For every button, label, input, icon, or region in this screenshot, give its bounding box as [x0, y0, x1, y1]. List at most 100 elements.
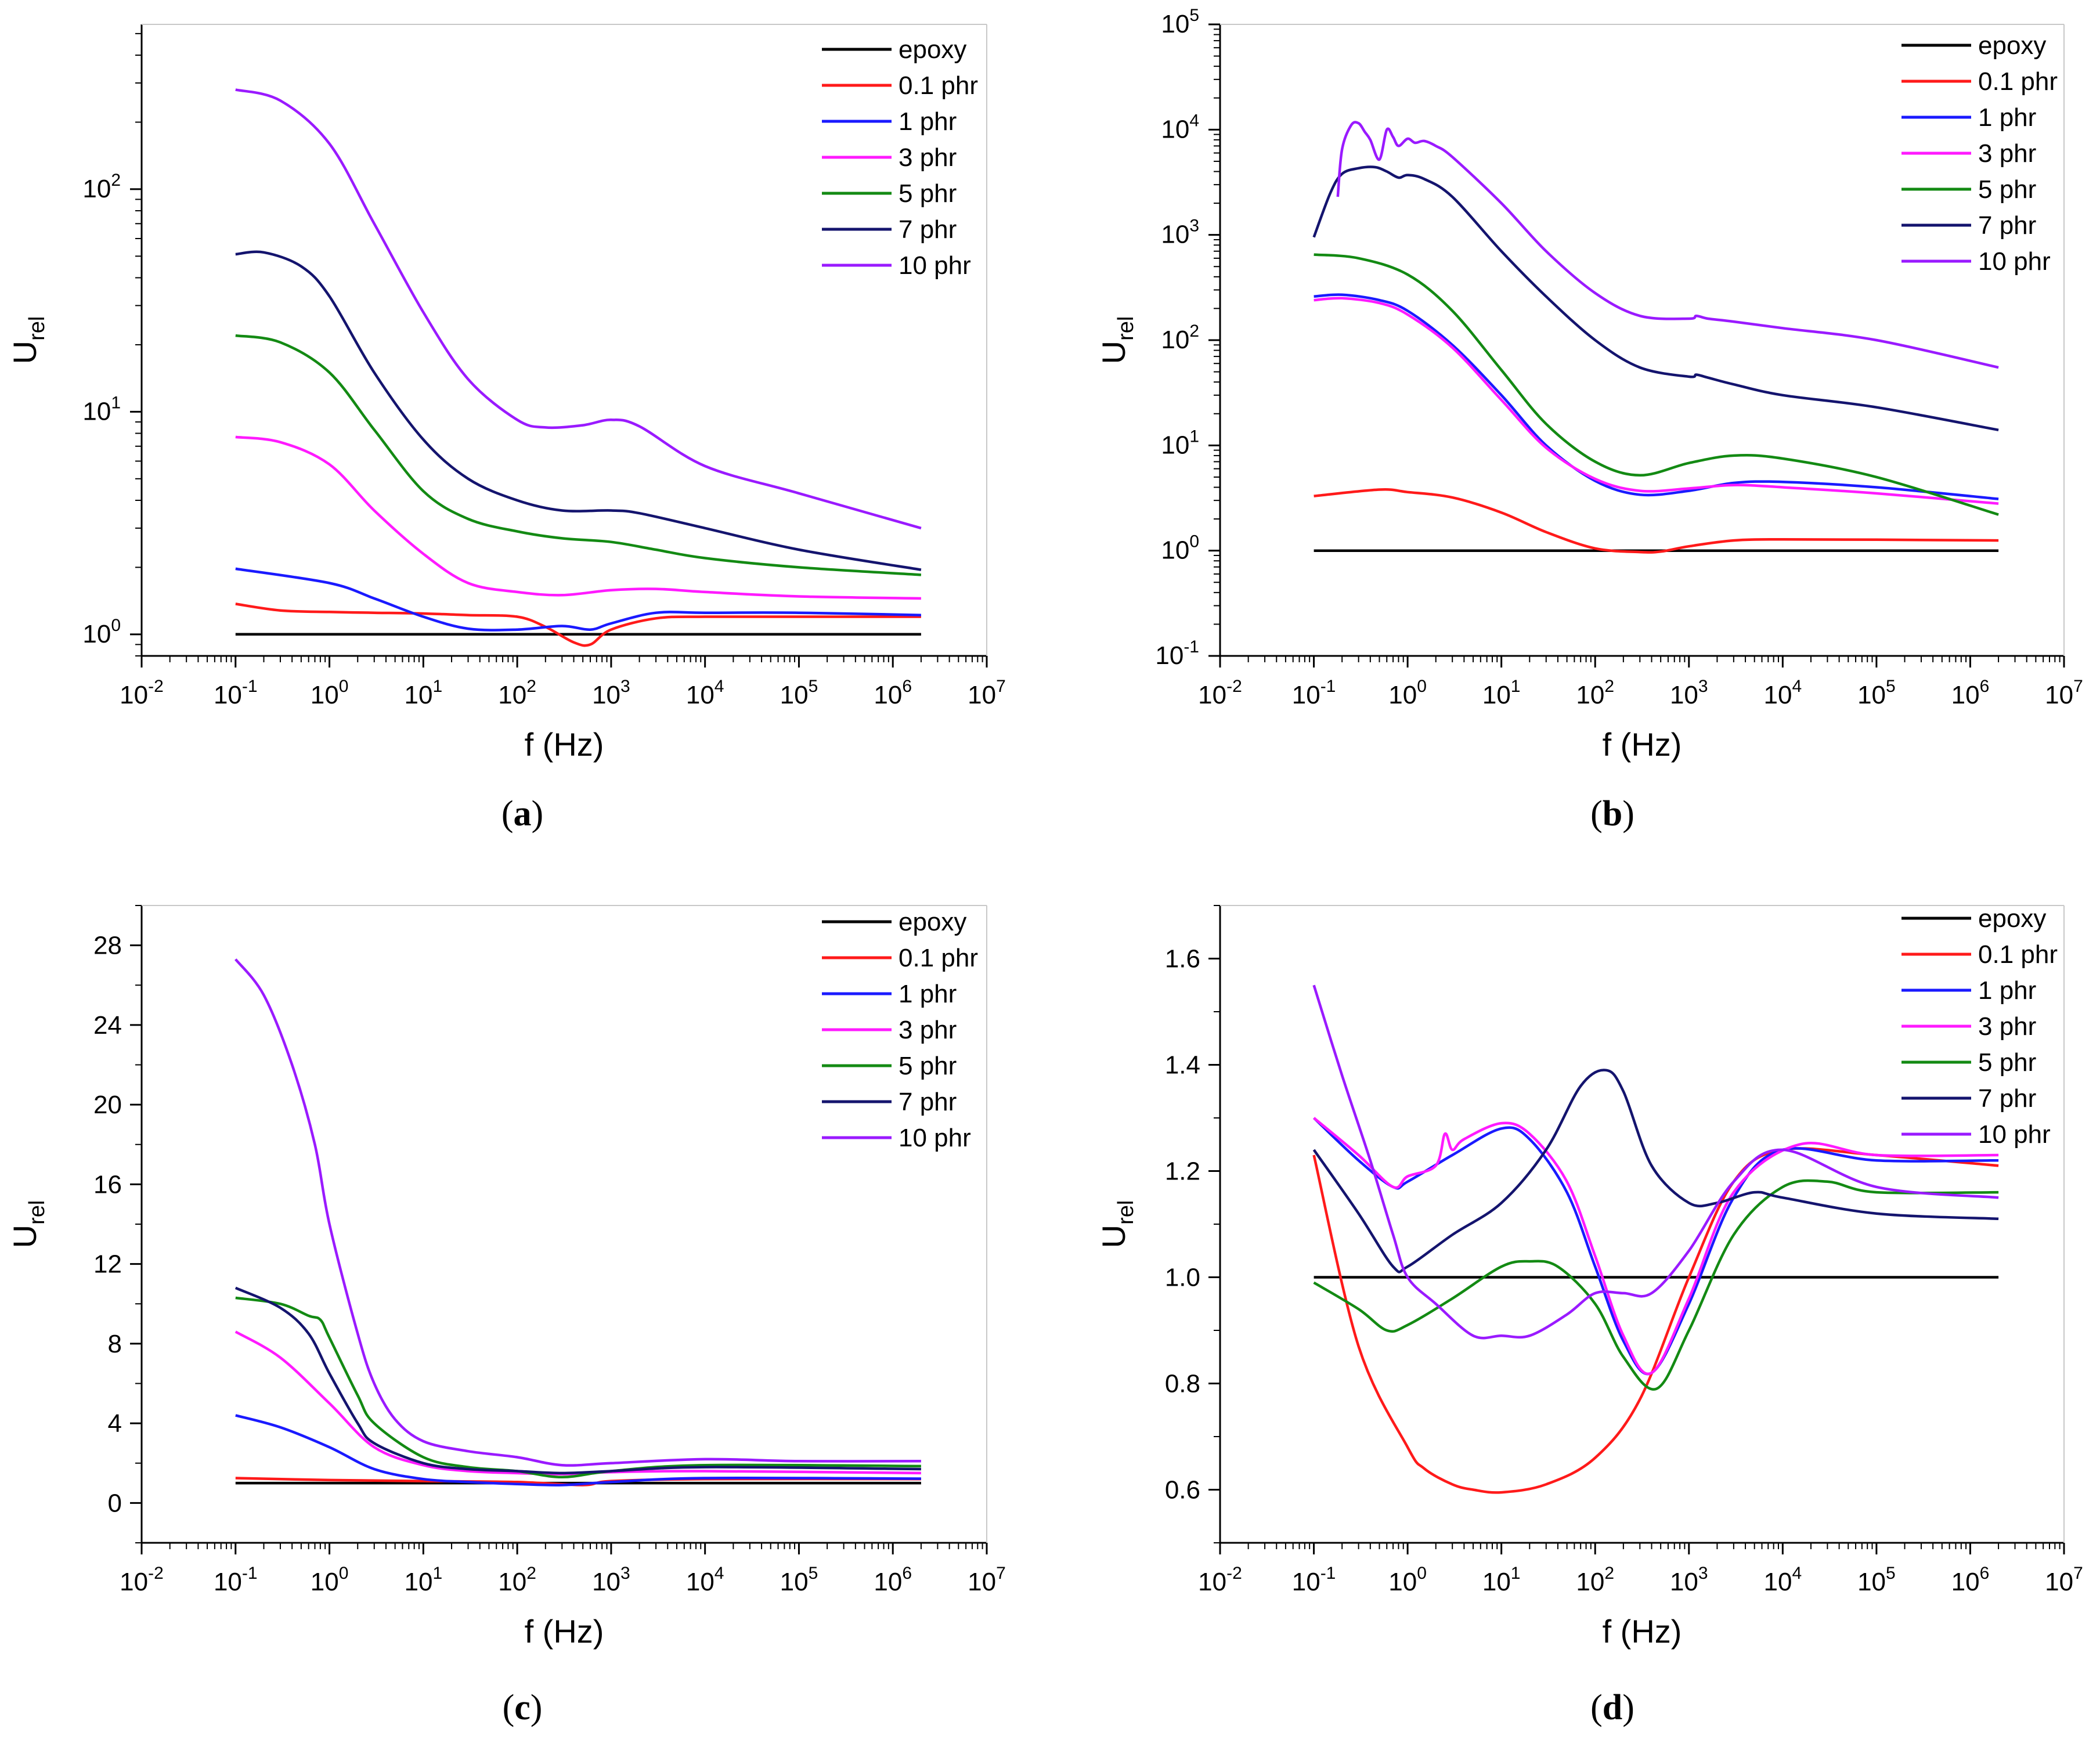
x-tick-label: 106 [1951, 677, 1990, 709]
series-line-7-phr [1312, 165, 1999, 432]
x-tick-label: 102 [498, 1564, 536, 1596]
y-tick-label: 10-1 [1155, 637, 1199, 670]
y-tick-label: 8 [108, 1330, 122, 1358]
x-tick-label: 105 [1857, 677, 1896, 709]
x-axis-title: f (Hz) [1603, 1613, 1682, 1650]
series-line-10-phr [1312, 984, 1999, 1340]
y-axis-title: Urel [6, 316, 49, 365]
legend-label-0-1-phr: 0.1 phr [899, 944, 978, 972]
series-line-3-phr [234, 1330, 921, 1475]
series-line-7-phr [1312, 1069, 1999, 1273]
y-tick-label: 1.2 [1165, 1157, 1200, 1186]
y-tick-label: 16 [93, 1170, 122, 1199]
y-tick-label: 1.6 [1165, 945, 1200, 973]
series-line-5-phr [1313, 1179, 1999, 1391]
series-line-0-1-phr [1314, 488, 1999, 554]
chart-panel-b: 10-2 10-1 100 101 102 103 104 105 106 107 10-1 100 1… [1095, 6, 2083, 834]
x-tick-label: 105 [1857, 1564, 1896, 1596]
y-tick-label: 102 [1161, 322, 1199, 354]
x-tick-label: 101 [1482, 1564, 1521, 1596]
legend-label-0-1-phr: 0.1 phr [899, 71, 978, 100]
legend-label-5-phr: 5 phr [899, 179, 957, 208]
y-tick-label: 101 [1161, 427, 1199, 459]
x-tick-label: 104 [686, 677, 724, 709]
legend-label-5-phr: 5 phr [899, 1052, 957, 1080]
x-tick-label: 103 [592, 677, 630, 709]
legend-label-0-1-phr: 0.1 phr [1978, 940, 2058, 969]
x-tick-label: 10-2 [120, 1564, 164, 1596]
y-tick-label: 101 [82, 393, 121, 425]
legend-label-3-phr: 3 phr [1978, 139, 2036, 168]
y-tick-label: 104 [1161, 111, 1199, 143]
legend-label-epoxy: epoxy [899, 35, 966, 64]
x-tick-label: 106 [874, 1564, 912, 1596]
x-tick-label: 100 [1388, 1564, 1427, 1596]
x-tick-label: 10-2 [1198, 1564, 1242, 1596]
y-tick-label: 103 [1161, 217, 1199, 249]
legend-label-5-phr: 5 phr [1978, 1048, 2036, 1077]
y-tick-label: 24 [93, 1011, 122, 1040]
legend-label-10-phr: 10 phr [1978, 1120, 2051, 1149]
chart-panel-c: 10-2 10-1 100 101 102 103 104 105 106 107 0 4 8 12 16 2… [6, 905, 1006, 1727]
y-tick-label: 0.6 [1165, 1476, 1200, 1505]
y-tick-label: 1.4 [1165, 1051, 1200, 1080]
x-tick-label: 10-1 [1292, 1564, 1336, 1596]
panel-label: (b) [1590, 794, 1634, 834]
x-tick-label: 10-1 [214, 677, 258, 709]
legend-label-7-phr: 7 phr [899, 215, 957, 244]
series-line-1-phr [1314, 293, 1999, 500]
series-line-5-phr [1314, 253, 1999, 516]
series-line-1-phr [235, 567, 921, 632]
x-tick-label: 104 [1764, 1564, 1802, 1596]
x-tick-label: 102 [1576, 1564, 1614, 1596]
legend-label-3-phr: 3 phr [899, 1016, 957, 1044]
series-line-10-phr [235, 88, 922, 530]
x-tick-label: 107 [2045, 677, 2083, 709]
legend-label-3-phr: 3 phr [1978, 1012, 2036, 1041]
x-tick-label: 106 [874, 677, 912, 709]
x-tick-label: 104 [686, 1564, 724, 1596]
series-line-3-phr [235, 435, 921, 600]
y-tick-label: 28 [93, 932, 122, 960]
y-tick-label: 102 [82, 171, 121, 203]
y-tick-label: 4 [108, 1409, 122, 1438]
x-tick-label: 10-1 [1292, 677, 1336, 709]
y-tick-label: 100 [1161, 532, 1199, 565]
chart-panel-a: 10-2 10-1 100 101 102 103 104 105 106 107 100 101 10… [6, 24, 1006, 834]
y-tick-label: 20 [93, 1091, 122, 1119]
legend-label-10-phr: 10 phr [899, 1124, 971, 1152]
legend-label-7-phr: 7 phr [899, 1088, 957, 1116]
x-tick-label: 100 [311, 1564, 349, 1596]
x-tick-label: 102 [498, 677, 536, 709]
legend-label-5-phr: 5 phr [1978, 175, 2036, 204]
series-line-3-phr [1313, 1117, 1999, 1376]
legend-label-10-phr: 10 phr [1978, 247, 2051, 276]
x-tick-label: 100 [1388, 677, 1427, 709]
legend-label-1-phr: 1 phr [899, 107, 957, 136]
series-line-3-phr [1314, 297, 1999, 505]
y-tick-label: 0 [108, 1489, 122, 1517]
x-tick-label: 107 [968, 677, 1006, 709]
y-tick-label: 12 [93, 1250, 122, 1279]
y-tick-label: 100 [82, 616, 121, 648]
legend-label-epoxy: epoxy [1978, 31, 2046, 60]
y-tick-label: 105 [1161, 6, 1199, 38]
legend-label-1-phr: 1 phr [899, 980, 957, 1008]
x-axis-title: f (Hz) [525, 1613, 604, 1650]
x-tick-label: 106 [1951, 1564, 1990, 1596]
legend-label-1-phr: 1 phr [1978, 103, 2036, 132]
y-axis-title: Urel [6, 1200, 49, 1249]
x-tick-label: 105 [780, 1564, 818, 1596]
y-axis-title: Urel [1095, 1200, 1138, 1249]
x-tick-label: 100 [311, 677, 349, 709]
series-line-1-phr [235, 1414, 921, 1487]
x-tick-label: 10-2 [120, 677, 164, 709]
x-tick-label: 101 [405, 677, 443, 709]
x-tick-label: 103 [592, 1564, 630, 1596]
x-axis-title: f (Hz) [1603, 726, 1682, 763]
x-tick-label: 105 [780, 677, 818, 709]
legend-label-10-phr: 10 phr [899, 251, 971, 280]
x-tick-label: 101 [1482, 677, 1521, 709]
